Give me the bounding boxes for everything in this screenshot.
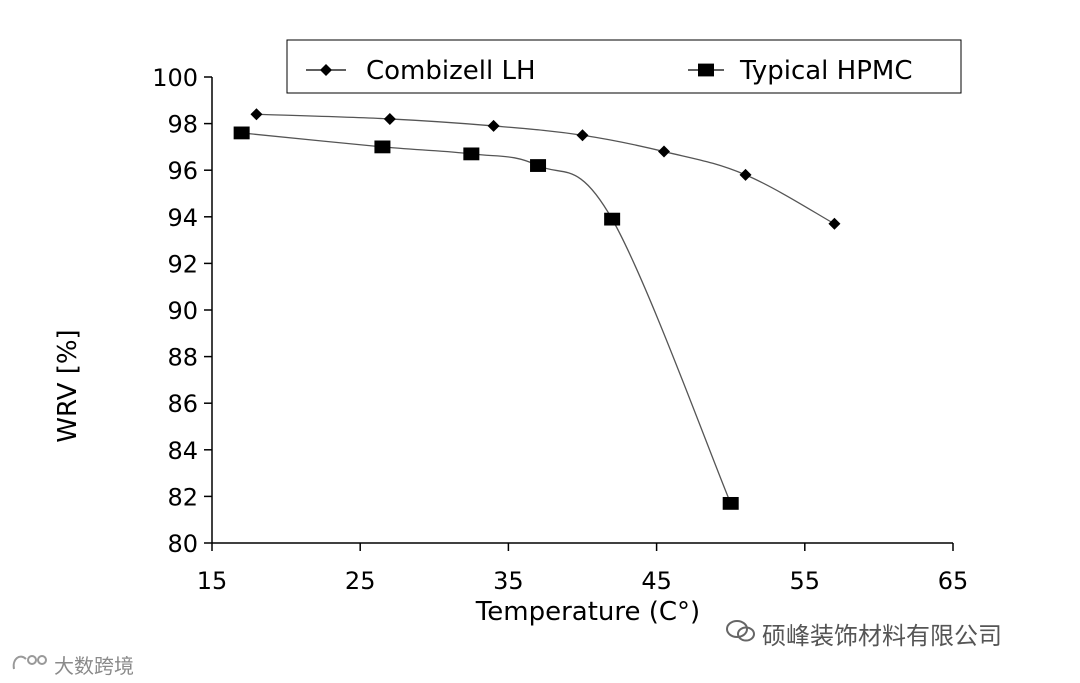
y-tick-label: 84 (167, 437, 198, 465)
data-point (250, 108, 263, 121)
x-tick-label: 65 (938, 567, 969, 595)
x-tick-label: 25 (345, 567, 376, 595)
legend-marker (698, 63, 714, 77)
x-tick-label: 55 (790, 567, 821, 595)
x-tick-label: 15 (197, 567, 228, 595)
data-point (722, 496, 739, 510)
series-diamond (250, 108, 841, 230)
data-point (604, 212, 621, 226)
y-tick-label: 88 (167, 344, 198, 372)
legend-label: Combizell LH (366, 56, 536, 86)
watermark-company: 硕峰装饰材料有限公司 (726, 616, 1002, 651)
y-tick-label: 82 (167, 483, 198, 511)
y-tick-label: 90 (167, 297, 198, 325)
legend-marker (320, 64, 332, 76)
y-tick-label: 86 (167, 390, 198, 418)
data-point (487, 119, 500, 132)
watermark-brand-text: 大数跨境 (54, 654, 134, 678)
data-point (658, 145, 671, 158)
y-tick-label: 80 (167, 530, 198, 558)
y-tick-label: 100 (152, 64, 198, 92)
brand-logo-icon (10, 651, 50, 678)
series-square (233, 126, 739, 510)
legend-label: Typical HPMC (739, 56, 912, 86)
data-point (233, 126, 250, 140)
data-point (463, 147, 480, 161)
x-tick-label: 45 (641, 567, 672, 595)
data-point (828, 217, 841, 230)
y-tick-label: 98 (167, 111, 198, 139)
series-layer (233, 108, 841, 510)
y-axis-title: WRV [%] (53, 329, 83, 442)
data-point (530, 159, 547, 172)
data-point (739, 168, 752, 181)
watermark-brand: 大数跨境 (10, 650, 134, 679)
y-tick-label: 92 (167, 250, 198, 278)
data-point (576, 129, 589, 142)
wechat-icon (726, 619, 756, 649)
y-tick-label: 94 (167, 204, 198, 232)
y-tick-label: 96 (167, 157, 198, 185)
series-line (241, 132, 732, 504)
x-tick-label: 35 (493, 567, 524, 595)
data-point (383, 112, 396, 125)
x-axis-title: Temperature (C°) (475, 597, 700, 627)
data-point (374, 140, 391, 154)
legend: Combizell LH Typical HPMC (286, 39, 962, 94)
watermark-company-text: 硕峰装饰材料有限公司 (762, 622, 1002, 650)
legend-box (286, 39, 962, 94)
axes: 80 82 84 86 88 90 92 94 96 98 100 15 25 35 45 55 65 (152, 64, 968, 595)
